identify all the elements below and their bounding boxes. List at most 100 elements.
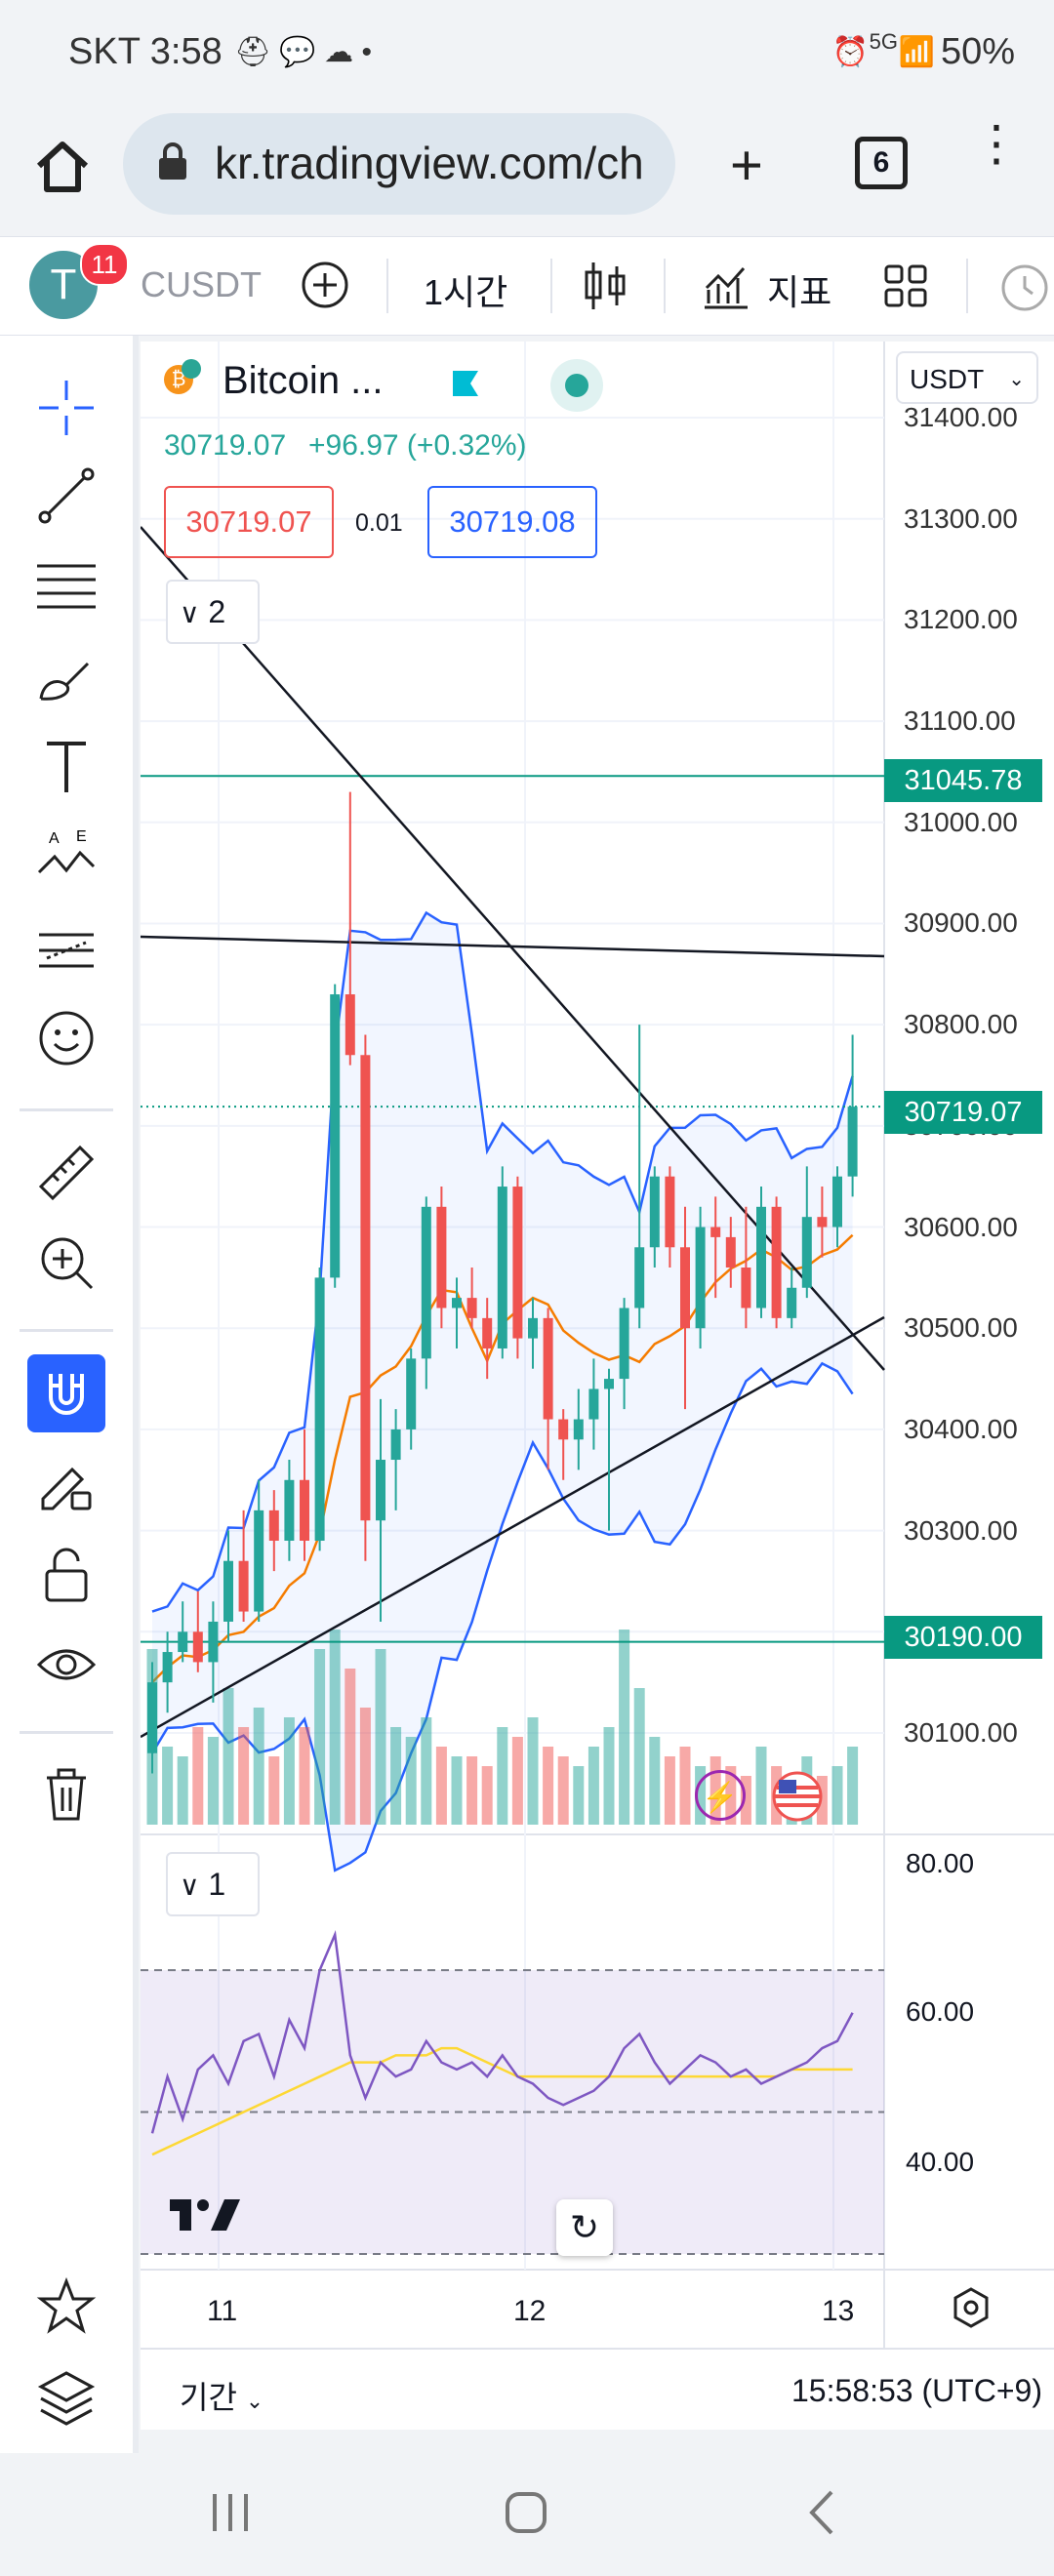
ruler-icon[interactable] [33, 1140, 100, 1206]
interval-button[interactable]: 1시간 [424, 272, 508, 312]
home-nav-icon[interactable] [504, 2488, 548, 2542]
browser-bar: kr.tradingview.com/ch + 6 ⋮ [0, 107, 1054, 234]
candle-body [817, 1217, 828, 1228]
layout-icon[interactable] [882, 262, 929, 314]
candle-body [284, 1479, 295, 1541]
signal-icon: 📶 [898, 36, 935, 68]
forecast-icon[interactable] [33, 915, 100, 982]
volume-bar [511, 1737, 523, 1825]
trash-icon[interactable] [33, 1760, 100, 1827]
price-tick: 31100.00 [904, 705, 1016, 737]
candle-body [178, 1631, 188, 1653]
trend-line-icon[interactable] [33, 463, 100, 529]
back-nav-icon[interactable] [802, 2488, 841, 2542]
network-type: 5G [869, 29, 898, 54]
price-tick: 30800.00 [904, 1009, 1018, 1040]
toolbar-separator [20, 1731, 113, 1734]
candle-body [360, 1055, 371, 1521]
volume-bar [603, 1727, 615, 1825]
menu-icon[interactable]: ⋮ [972, 116, 1021, 171]
favorite-star-icon[interactable] [33, 2274, 100, 2340]
candle-body [543, 1317, 553, 1420]
volume-bar [847, 1747, 859, 1825]
currency-label: USDT [910, 364, 985, 394]
text-tool-icon[interactable] [33, 734, 100, 800]
symbol-name[interactable]: Bitcoin ... [223, 359, 384, 402]
price-tick: 30600.00 [904, 1211, 1018, 1242]
rsi-tick: 60.00 [906, 1996, 975, 2027]
unlock-icon[interactable] [33, 1542, 100, 1608]
collapse-main-button[interactable]: ∨ 2 [166, 580, 260, 644]
indicator-count: 2 [208, 594, 226, 629]
battery-level: 50% [940, 31, 1015, 72]
tab-count-button[interactable]: 6 [855, 137, 908, 189]
chevron-down-icon: ⌄ [1008, 369, 1025, 390]
svg-text:E: E [76, 828, 87, 845]
fib-retracement-icon[interactable] [33, 552, 100, 619]
low-level-label: 30190.00 [884, 1616, 1042, 1659]
alert-clock-icon[interactable] [995, 259, 1054, 318]
volume-bar [740, 1776, 751, 1825]
indicators-icon[interactable] [701, 261, 751, 316]
candle-body [558, 1419, 569, 1440]
volume-bar [664, 1756, 675, 1825]
bitcoin-logo-icon: ₿ [164, 365, 193, 394]
volume-bar [314, 1649, 326, 1825]
toolbar-separator [20, 1329, 113, 1332]
sell-button[interactable]: 30719.07 [164, 486, 334, 558]
add-symbol-icon[interactable] [301, 261, 349, 309]
us-flag-icon[interactable] [771, 1770, 824, 1823]
object-tree-icon[interactable] [33, 2365, 100, 2432]
indicators-label[interactable]: 지표 [767, 272, 832, 312]
lightning-icon[interactable]: ⚡ [695, 1770, 746, 1821]
market-status [550, 359, 603, 412]
candle-body [208, 1621, 219, 1663]
currency-select[interactable]: USDT ⌄ [896, 351, 1038, 404]
candle-body [710, 1227, 721, 1237]
volume-bar [299, 1727, 310, 1825]
candle-body [528, 1317, 538, 1339]
system-nav-bar [0, 2455, 1054, 2576]
visibility-icon[interactable] [33, 1631, 100, 1698]
recent-apps-icon[interactable] [209, 2488, 252, 2542]
magnet-button[interactable] [27, 1354, 105, 1432]
lock-drawing-icon[interactable] [33, 1450, 100, 1516]
chart-panel[interactable]: ₿ Bitcoin ... USDT ⌄ 30719.07 +96.97 (+0.… [141, 342, 1054, 2430]
emoji-icon[interactable] [33, 1005, 100, 1071]
candle-body [756, 1206, 766, 1308]
candle-body [345, 994, 355, 1056]
volume-bar [481, 1766, 493, 1825]
candle-body [725, 1236, 736, 1268]
new-tab-icon[interactable]: + [730, 134, 763, 197]
crosshair-icon[interactable] [33, 375, 100, 441]
volume-bar [177, 1756, 188, 1825]
volume-bar [435, 1747, 447, 1825]
flag-icon[interactable] [451, 369, 480, 398]
price-tick: 30900.00 [904, 907, 1018, 939]
candle-body [573, 1419, 584, 1440]
candle-type-icon[interactable] [582, 259, 628, 318]
volume-bar [527, 1717, 539, 1825]
settings-icon[interactable] [949, 2285, 993, 2335]
brush-icon[interactable] [33, 644, 100, 710]
symbol-search[interactable]: CUSDT [141, 264, 262, 304]
buy-button[interactable]: 30719.08 [427, 486, 597, 558]
price-axis[interactable]: 31400.00 31300.00 31200.00 31100.00 31000.00… [904, 342, 1054, 1825]
chart-toolbar: T 11 CUSDT 1시간 지표 [0, 236, 1054, 336]
price-chart[interactable] [141, 342, 1054, 2430]
range-button[interactable]: 기간 ⌄ [180, 2373, 264, 2418]
volume-bar [649, 1737, 661, 1825]
reset-chart-icon[interactable]: ↻ [556, 2199, 613, 2256]
volume-bar [390, 1727, 402, 1825]
address-bar[interactable]: kr.tradingview.com/ch [123, 113, 675, 215]
candle-body [452, 1298, 462, 1308]
volume-bar [405, 1737, 417, 1825]
home-icon[interactable] [29, 133, 96, 199]
volume-bar [238, 1727, 250, 1825]
volume-bar [543, 1747, 554, 1825]
collapse-rsi-button[interactable]: ∨ 1 [166, 1852, 260, 1916]
clock-label[interactable]: 15:58:53 (UTC+9) [790, 2373, 1042, 2408]
candle-body [466, 1298, 477, 1318]
zoom-in-icon[interactable] [33, 1229, 100, 1296]
